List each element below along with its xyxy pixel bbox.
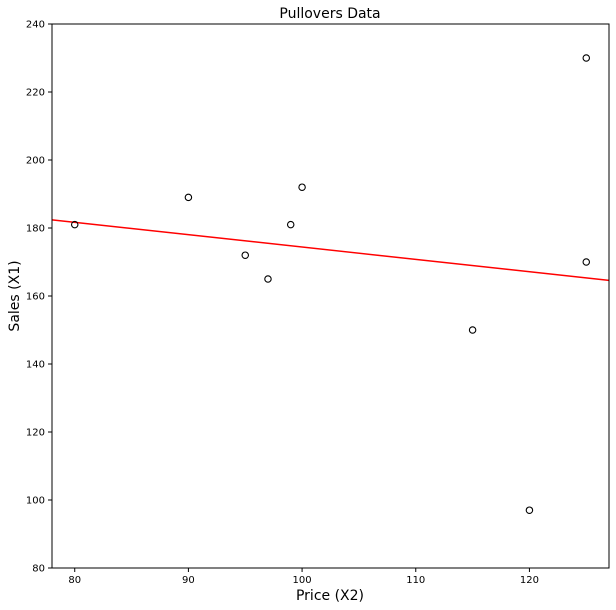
y-tick-label: 160 — [26, 292, 45, 303]
regression-line — [52, 219, 609, 282]
y-tick-label: 100 — [26, 496, 45, 507]
data-point — [582, 54, 591, 62]
x-axis-label: Price (X2) — [296, 588, 364, 604]
y-tick-label: 140 — [26, 360, 45, 371]
data-point — [70, 220, 79, 229]
y-tick-label: 240 — [26, 20, 45, 31]
y-tick-label: 120 — [26, 428, 45, 439]
chart-title: Pullovers Data — [279, 6, 380, 22]
data-point — [241, 251, 249, 259]
data-point — [582, 258, 591, 266]
x-tick-label: 120 — [520, 575, 539, 586]
y-tick-label: 80 — [32, 564, 45, 575]
data-point — [298, 183, 306, 191]
y-tick-label: 180 — [26, 224, 45, 235]
plot-frame — [51, 23, 610, 569]
data-point — [468, 326, 477, 334]
plot-area — [52, 54, 609, 514]
data-point — [525, 506, 534, 514]
data-point — [286, 220, 295, 229]
y-tick-label: 200 — [26, 156, 45, 167]
data-point — [264, 275, 272, 283]
y-tick-label: 220 — [26, 88, 45, 99]
x-tick-label: 100 — [293, 575, 312, 586]
x-tick-label: 110 — [406, 575, 425, 586]
axes: 80 90 100 110 120 80 100 120 140 160 180 200 220 240 — [26, 20, 610, 586]
x-tick-label: 80 — [68, 575, 81, 586]
x-tick-label: 90 — [182, 575, 195, 586]
y-axis-label: Sales (X1) — [7, 260, 23, 331]
data-point — [184, 193, 193, 202]
